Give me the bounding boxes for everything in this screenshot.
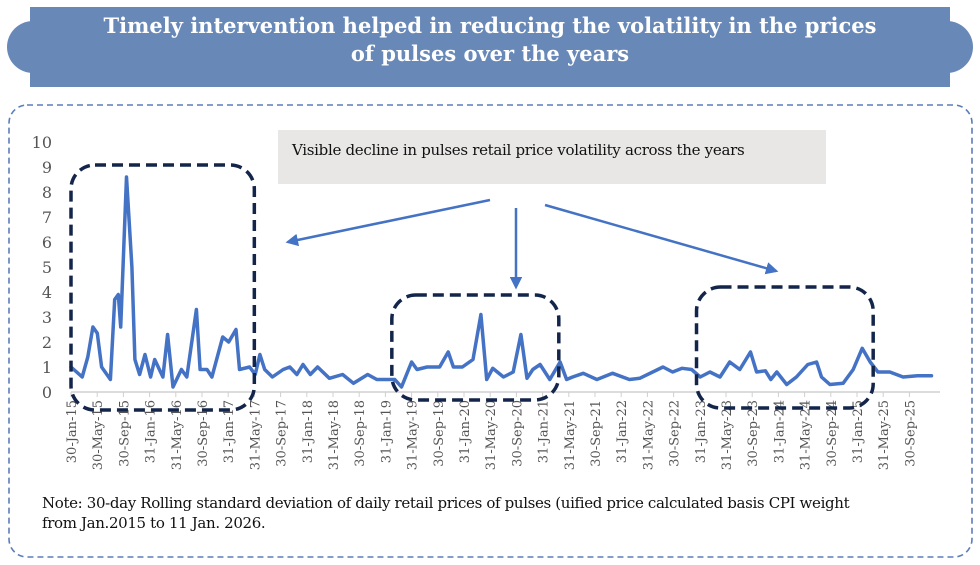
x-tick-label: 30-Sep-24 [825, 400, 840, 467]
x-tick-label: 31-May-18 [327, 400, 342, 470]
axes: 30-Jan-15 30-May-15 30-Sep-15 31-Jan-16 31-M… [32, 133, 940, 470]
x-tick-label: 31-May-25 [877, 400, 892, 470]
x-tick-label: 31-Jan-16 [144, 400, 159, 463]
x-tick-label: 30-May-15 [91, 400, 106, 470]
series-layer [69, 175, 934, 389]
x-tick-label: 30-Sep-21 [589, 400, 604, 467]
y-tick-label: 7 [42, 208, 52, 227]
y-tick-label: 2 [42, 333, 52, 352]
chart-note: Note: 30-day Rolling standard deviation … [42, 493, 972, 533]
x-tick-label: 30-Sep-16 [196, 400, 211, 467]
x-tick-label: 31-May-24 [799, 400, 814, 470]
title-line-2: of pulses over the years [350, 41, 630, 66]
x-tick-label: 30-Sep-20 [510, 400, 525, 467]
x-tick-label: 31-May-22 [641, 400, 656, 470]
highlight-box [390, 293, 561, 402]
x-tick-label: 31-May-17 [248, 400, 263, 470]
x-tick-label: 30-Sep-25 [903, 400, 918, 467]
x-tick-label: 31-Jan-19 [379, 400, 394, 463]
x-tick-label: 31-May-21 [563, 400, 578, 470]
x-tick-label: 30-Sep-23 [746, 400, 761, 467]
y-tick-label: 6 [42, 233, 52, 252]
x-tick-label: 30-Sep-17 [275, 400, 290, 467]
chart-panel-border [8, 104, 973, 558]
y-tick-label: 1 [42, 358, 52, 377]
x-tick-label: 31-May-16 [170, 400, 185, 470]
series-line [69, 175, 934, 389]
x-tick-label: 31-Jan-20 [458, 400, 473, 463]
y-tick-label: 8 [42, 183, 52, 202]
x-tick-label: 30-Jan-15 [65, 400, 80, 463]
x-tick-label: 31-Jan-24 [772, 400, 787, 463]
x-tick-label: 31-May-23 [720, 400, 735, 470]
y-tick-label: 3 [42, 308, 52, 327]
highlight-boxes [69, 163, 875, 412]
annotation-callout: Visible decline in pulses retail price v… [278, 130, 826, 184]
x-tick-label: 30-Sep-22 [668, 400, 683, 467]
annotation-text: Visible decline in pulses retail price v… [292, 141, 745, 159]
arrow-to-first-period [285, 198, 491, 247]
x-tick-label: 30-Sep-15 [117, 400, 132, 467]
note-line-2: from Jan.2015 to 11 Jan. 2026. [42, 514, 266, 532]
title-line-1: Timely intervention helped in reducing t… [103, 13, 877, 38]
banner-right-cap [921, 21, 973, 73]
y-tick-label: 0 [42, 383, 52, 402]
x-tick-label: 31-Jan-18 [301, 400, 316, 463]
y-tick-label: 9 [42, 158, 52, 177]
x-tick-label: 31-Jan-23 [694, 400, 709, 463]
note-line-1: Note: 30-day Rolling standard deviation … [42, 494, 850, 512]
y-tick-label: 5 [42, 258, 52, 277]
title-banner [7, 7, 973, 87]
y-tick-label: 10 [32, 133, 52, 152]
x-tick-label: 31-Jan-21 [537, 400, 552, 463]
x-tick-label: 30-Sep-18 [353, 400, 368, 467]
x-tick-label: 31-Jan-22 [615, 400, 630, 463]
x-tick-label: 30-Sep-19 [432, 400, 447, 467]
highlight-box [694, 285, 875, 410]
x-tick-label: 31-May-19 [406, 400, 421, 470]
page-title: Timely intervention helped in reducing t… [40, 12, 940, 68]
banner-left-cap [7, 21, 59, 73]
x-tick-label: 31-Jan-17 [222, 400, 237, 463]
x-tick-label: 31-May-20 [484, 400, 499, 470]
banner-body [30, 7, 950, 87]
arrow-to-third-period [544, 203, 779, 275]
y-tick-label: 4 [42, 283, 52, 302]
x-tick-label: 31-Jan-25 [851, 400, 866, 463]
